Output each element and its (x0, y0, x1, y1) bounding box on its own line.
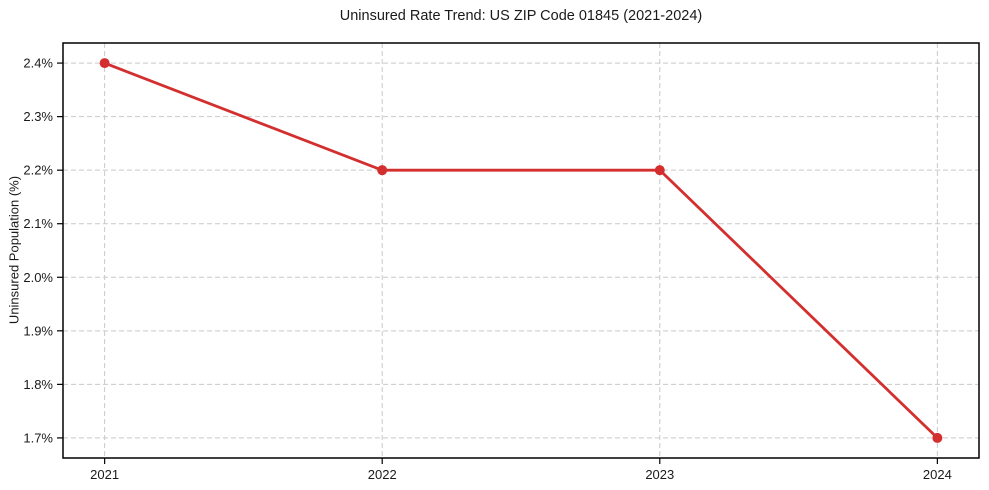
y-tick-label: 2.0% (23, 270, 53, 285)
data-point-marker (99, 58, 110, 69)
data-point-marker (377, 165, 388, 176)
x-tick-label: 2022 (368, 467, 397, 482)
x-tick-label: 2023 (645, 467, 674, 482)
plot-border (62, 42, 980, 459)
y-tick-label: 2.2% (23, 163, 53, 178)
data-point-marker (932, 432, 943, 443)
y-tick-label: 2.3% (23, 109, 53, 124)
y-tick-label: 2.1% (23, 216, 53, 231)
x-tick-label: 2021 (90, 467, 119, 482)
y-tick-label: 1.9% (23, 323, 53, 338)
data-point-marker (654, 165, 665, 176)
trend-line (103, 61, 939, 440)
chart-title: Uninsured Rate Trend: US ZIP Code 01845 … (339, 8, 703, 24)
y-tick-label: 2.4% (23, 56, 53, 71)
y-tick-label: 1.7% (23, 430, 53, 445)
y-tick-label: 1.8% (23, 377, 53, 392)
y-axis-label: Uninsured Population (%) (6, 175, 22, 325)
x-tick-label: 2024 (923, 467, 952, 482)
